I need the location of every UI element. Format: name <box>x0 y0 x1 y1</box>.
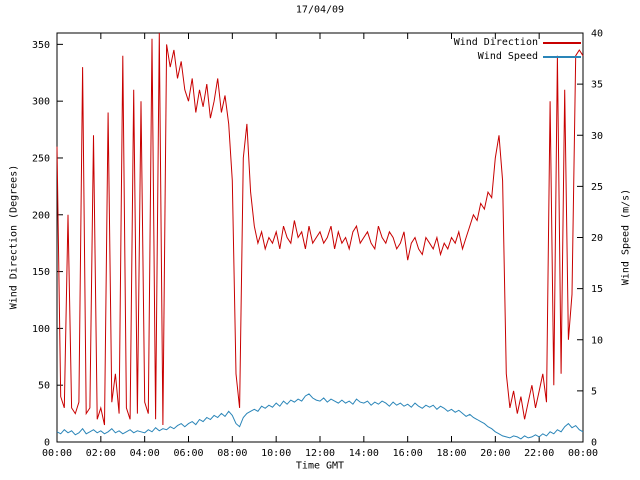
legend-entry-wind-speed: Wind Speed <box>454 51 581 62</box>
right-tick-label: 40 <box>591 29 603 40</box>
x-tick-label: 16:00 <box>393 448 423 459</box>
x-tick-label: 08:00 <box>217 448 247 459</box>
x-tick-label: 20:00 <box>480 448 510 459</box>
right-tick-label: 20 <box>591 233 603 244</box>
right-axis-title: Wind Speed (m/s) <box>620 188 632 286</box>
series-line-wind-speed <box>56 393 584 440</box>
x-tick-label: 04:00 <box>130 448 160 459</box>
legend-line-sample-wind-speed <box>543 55 581 58</box>
right-tick-label: 25 <box>591 182 603 193</box>
x-axis-title: Time GMT <box>295 460 345 472</box>
left-tick-label: 50 <box>38 381 50 392</box>
x-tick-label: 22:00 <box>524 448 554 459</box>
series-line-wind-direction <box>56 32 584 426</box>
x-tick-label: 10:00 <box>261 448 291 459</box>
legend-label-wind-speed: Wind Speed <box>477 51 538 62</box>
left-tick-label: 0 <box>44 438 50 449</box>
x-tick-label: 14:00 <box>349 448 379 459</box>
x-tick-label: 12:00 <box>305 448 335 459</box>
left-tick-label: 150 <box>32 267 50 278</box>
x-tick-label: 18:00 <box>436 448 466 459</box>
x-tick-label: 02:00 <box>86 448 116 459</box>
left-tick-label: 350 <box>32 40 50 51</box>
x-tick-label: 00:00 <box>42 448 72 459</box>
left-tick-label: 250 <box>32 153 50 164</box>
right-tick-label: 30 <box>591 131 603 142</box>
left-tick-label: 300 <box>32 97 50 108</box>
legend-entry-wind-direction: Wind Direction <box>454 37 581 48</box>
x-tick-label: 00:00 <box>568 448 598 459</box>
right-tick-label: 15 <box>591 284 603 295</box>
right-tick-label: 35 <box>591 80 603 91</box>
chart-title: 17/04/09 <box>295 4 345 16</box>
x-tick-label: 06:00 <box>173 448 203 459</box>
left-axis-title: Wind Direction (Degrees) <box>8 164 20 310</box>
right-tick-label: 10 <box>591 335 603 346</box>
left-tick-label: 100 <box>32 324 50 335</box>
right-tick-label: 5 <box>591 386 597 397</box>
legend: Wind Direction Wind Speed <box>454 37 581 62</box>
left-tick-label: 200 <box>32 210 50 221</box>
legend-label-wind-direction: Wind Direction <box>453 37 538 48</box>
legend-line-sample-wind-direction <box>543 41 581 44</box>
right-tick-label: 0 <box>591 438 597 449</box>
